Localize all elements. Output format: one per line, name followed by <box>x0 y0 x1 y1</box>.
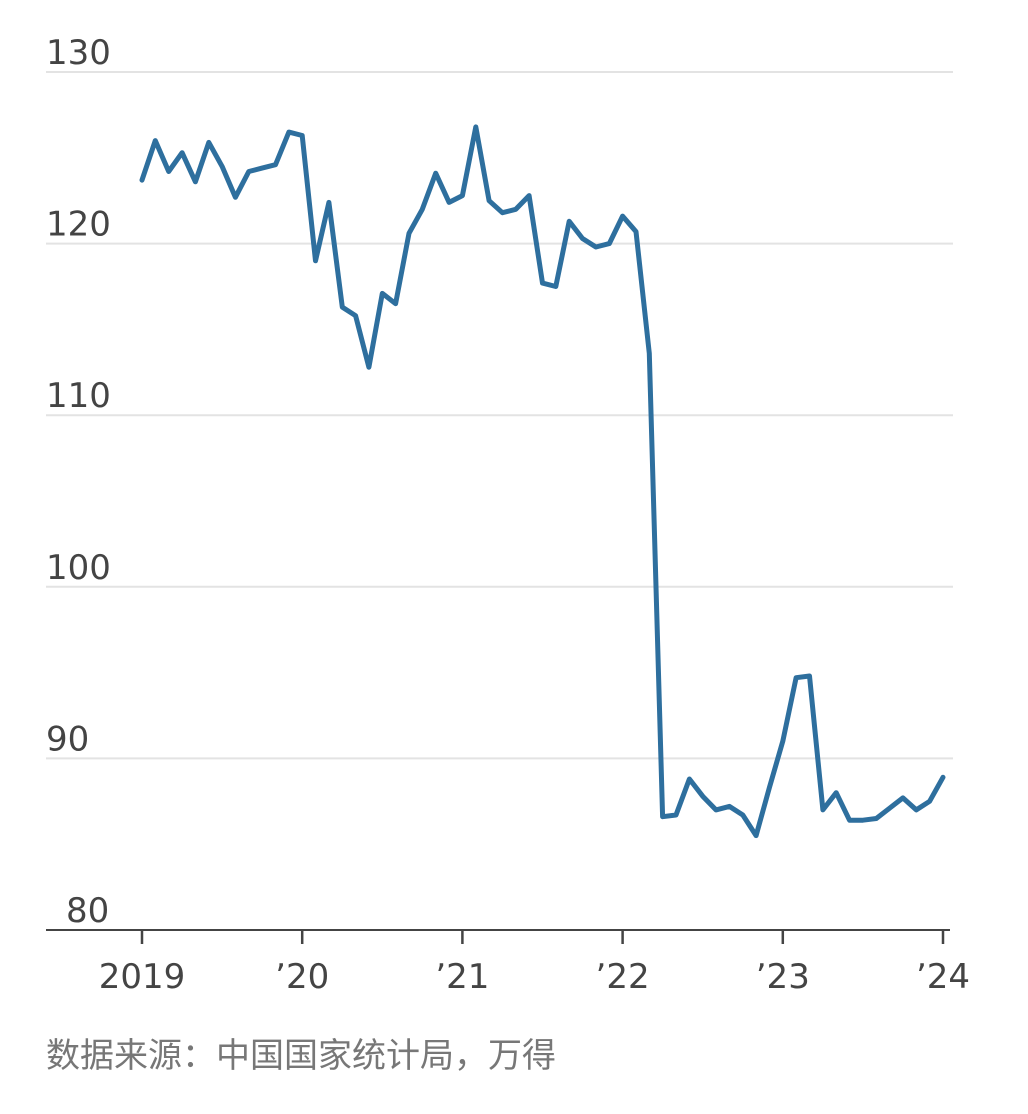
x-tick-label: ’21 <box>435 957 489 997</box>
x-tick-label: 2019 <box>99 957 186 997</box>
line-chart: 80 90 100 110 120 130 2019 ’20 ’21 ’22 ’23 ’24 <box>46 33 970 997</box>
y-tick-label: 80 <box>66 891 109 931</box>
x-tick-label: ’22 <box>596 957 650 997</box>
source-note: 数据来源：中国国家统计局，万得 <box>46 1036 556 1076</box>
series-line <box>139 124 946 839</box>
gridlines <box>46 71 953 760</box>
y-tick-label: 130 <box>46 33 111 73</box>
x-tick-label: ’24 <box>916 957 970 997</box>
x-tick-label: ’23 <box>756 957 810 997</box>
x-axis-ticks: 2019 ’20 ’21 ’22 ’23 ’24 <box>99 930 970 997</box>
y-axis-labels: 80 90 100 110 120 130 <box>46 33 111 931</box>
x-tick-label: ’20 <box>275 957 329 997</box>
y-tick-label: 100 <box>46 548 111 588</box>
y-tick-label: 120 <box>46 205 111 245</box>
y-tick-label: 110 <box>46 376 111 416</box>
y-tick-label: 90 <box>46 719 89 759</box>
